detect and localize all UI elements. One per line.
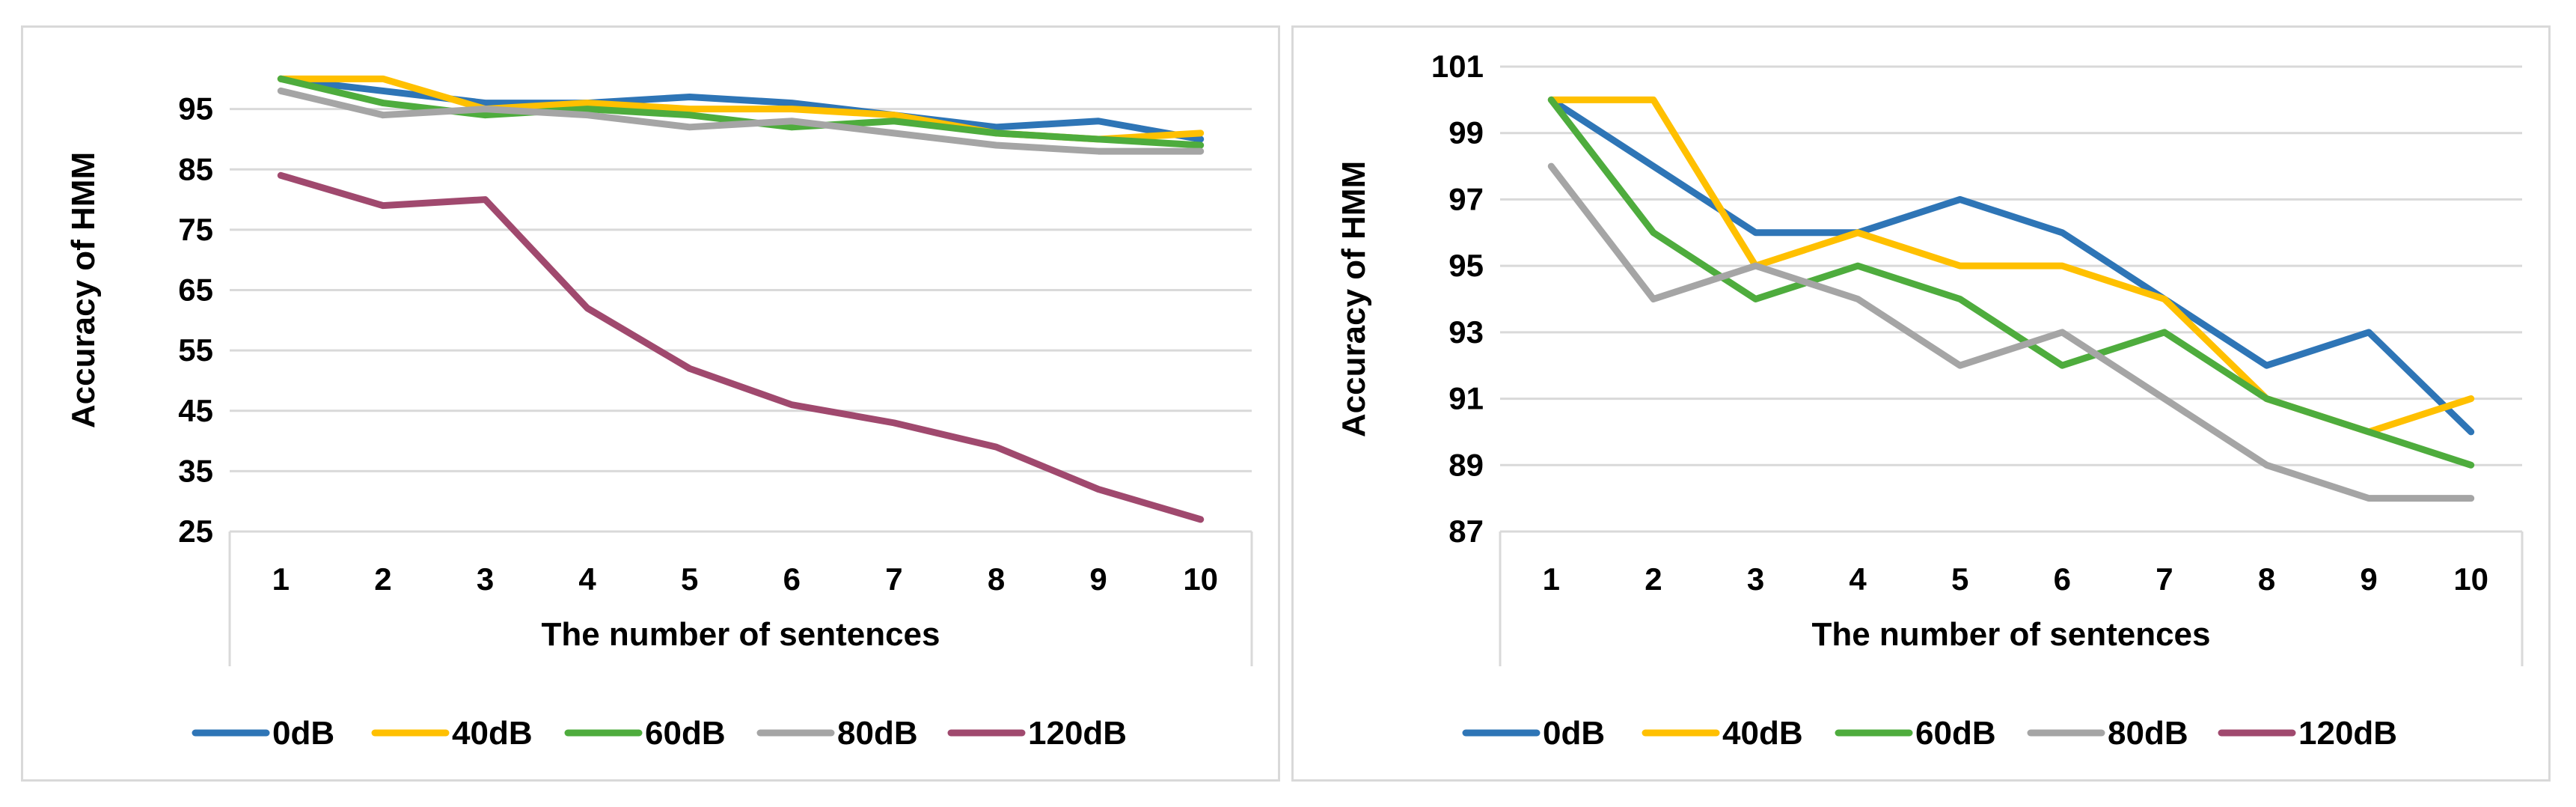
y-tick-label: 25	[178, 514, 213, 549]
y-axis-title: Accuracy of HMM	[65, 152, 102, 428]
legend-label: 120dB	[2298, 715, 2397, 752]
x-tick-label: 6	[783, 561, 801, 597]
x-tick-label: 2	[374, 561, 391, 597]
legend-label: 60dB	[645, 715, 726, 752]
legend-label: 60dB	[1915, 715, 1996, 752]
y-tick-label: 93	[1448, 314, 1484, 350]
series-line-0dB	[1547, 96, 2475, 436]
x-tick-label: 1	[272, 561, 290, 597]
x-tick-label: 10	[2453, 561, 2488, 597]
y-tick-label: 95	[178, 91, 213, 127]
y-tick-label: 55	[178, 332, 213, 368]
y-tick-label: 85	[178, 151, 213, 186]
x-tick-label: 3	[477, 561, 494, 597]
y-tick-label: 65	[178, 272, 213, 308]
legend-label: 0dB	[1543, 715, 1605, 752]
x-axis-title: The number of sentences	[541, 616, 940, 653]
y-tick-label: 45	[178, 393, 213, 428]
chart-panel-left: 25 35 45 55 65 75 85 95 1 2 3 4 5 6 7 8 9 10 The number of…	[21, 25, 1280, 782]
x-tick-label: 5	[681, 561, 698, 597]
x-tick-label: 9	[2360, 561, 2377, 597]
y-tick-label: 89	[1448, 447, 1484, 482]
x-tick-label: 4	[578, 561, 596, 597]
x-axis-title: The number of sentences	[1811, 616, 2210, 653]
x-tick-label: 3	[1747, 561, 1764, 597]
x-tick-label: 5	[1951, 561, 1968, 597]
y-axis-title: Accuracy of HMM	[1336, 161, 1372, 437]
series-line-120dB	[277, 171, 1205, 523]
y-tick-label: 101	[1431, 49, 1484, 84]
x-tick-label: 2	[1645, 561, 1662, 597]
x-tick-label: 10	[1183, 561, 1218, 597]
y-tick-label: 87	[1448, 514, 1484, 549]
series-line-80dB	[277, 87, 1205, 155]
series-line-60dB	[1547, 96, 2475, 469]
legend-label: 0dB	[272, 715, 334, 752]
legend-label: 40dB	[452, 715, 533, 752]
legend-label: 80dB	[2108, 715, 2188, 752]
y-tick-label: 95	[1448, 248, 1484, 283]
x-tick-label: 1	[1543, 561, 1560, 597]
y-tick-label: 91	[1448, 381, 1484, 416]
legend-label: 80dB	[837, 715, 918, 752]
x-tick-label: 4	[1849, 561, 1867, 597]
y-tick-label: 97	[1448, 181, 1484, 216]
y-tick-label: 99	[1448, 115, 1484, 150]
legend-label: 120dB	[1028, 715, 1127, 752]
series-line-80dB	[1547, 162, 2475, 502]
x-tick-label: 7	[2156, 561, 2173, 597]
y-tick-label: 75	[178, 212, 213, 247]
x-tick-label: 9	[1089, 561, 1107, 597]
x-tick-label: 6	[2054, 561, 2071, 597]
chart-panel-right: 87 89 91 93 95 97 99 101 1 2 3 4 5 6 7 8 9 10 The number o…	[1291, 25, 2551, 782]
x-tick-label: 7	[885, 561, 902, 597]
x-tick-label: 8	[988, 561, 1005, 597]
legend-label: 40dB	[1722, 715, 1803, 752]
x-tick-label: 8	[2258, 561, 2275, 597]
y-tick-label: 35	[178, 453, 213, 488]
